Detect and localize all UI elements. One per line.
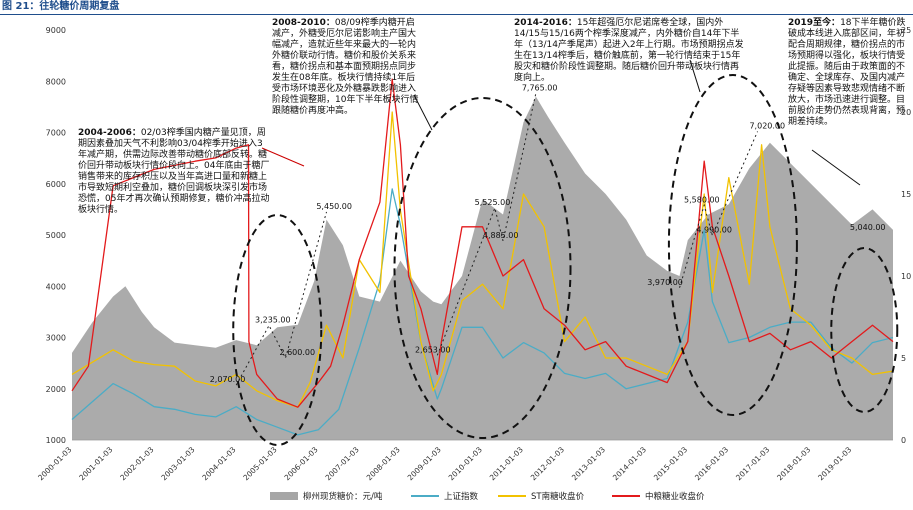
x-tick-19: 2019-01-03	[816, 445, 853, 482]
y-left-tick-1: 2000	[46, 385, 66, 394]
point-label-0: 7,765.00	[522, 83, 558, 92]
x-tick-8: 2008-01-03	[365, 445, 402, 482]
y-left-tick-5: 6000	[46, 180, 66, 189]
cycle-ellipse-2	[667, 74, 798, 416]
legend-label-0: 柳州现货糖价：元/吨	[303, 491, 383, 502]
series-line-1	[71, 188, 894, 436]
annotation-2008: 2008-2010：08/09榨季内糖开启减产，外糖受厄尔尼诺影响主产国大幅减产…	[272, 18, 422, 117]
y-right-tick-0: 0	[901, 436, 906, 445]
legend-label-1: 上证指数	[444, 491, 479, 502]
x-tick-0: 2000-01-03	[36, 445, 73, 482]
annotation-2019-text: 18下半年糖价跌破成本线进入底部区间，年初配合周期规律，糖价拐点的市场预期得以强…	[788, 18, 906, 127]
x-tick-16: 2016-01-03	[693, 445, 730, 482]
x-tick-15: 2015-01-03	[652, 445, 689, 482]
x-tick-7: 2007-01-03	[324, 445, 361, 482]
x-tick-6: 2006-01-03	[283, 445, 320, 482]
y-left-tick-4: 5000	[46, 231, 66, 240]
annotation-2008-head: 2008-2010：	[272, 18, 335, 28]
x-tick-18: 2018-01-03	[775, 445, 812, 482]
y-left-tick-0: 1000	[46, 436, 66, 445]
x-tick-1: 2001-01-03	[77, 445, 114, 482]
y-left-tick-3: 4000	[46, 282, 66, 291]
pointer-2019	[811, 149, 861, 186]
y-left-tick-7: 8000	[46, 77, 66, 86]
point-label-11: 2,070.00	[210, 375, 246, 384]
pointer-2008	[413, 94, 433, 131]
y-right-tick-2: 10	[901, 272, 911, 281]
y-left-tick-8: 9000	[46, 26, 66, 35]
annotation-2014: 2014-2016：15年超强厄尔尼诺席卷全球，国内外14/15与15/16两个…	[514, 18, 744, 84]
cycle-ellipse-3	[830, 247, 899, 413]
point-label-3: 5,525.00	[475, 198, 511, 207]
y-left-tick-6: 7000	[46, 129, 66, 138]
annotation-2014-text: 15年超强厄尔尼诺席卷全球，国内外14/15与15/16两个榨季深度减产，内外糖…	[514, 18, 744, 83]
y-right-tick-4: 20	[901, 108, 911, 117]
point-label-5: 4,885.00	[483, 231, 519, 240]
x-tick-12: 2012-01-03	[529, 445, 566, 482]
cycle-ellipse-1	[393, 97, 572, 439]
legend-label-2: ST南糖收盘价	[531, 491, 585, 502]
y-left-tick-2: 3000	[46, 334, 66, 343]
x-tick-9: 2009-01-03	[406, 445, 443, 482]
series-area-0	[72, 96, 893, 440]
point-label-9: 3,235.00	[255, 315, 291, 324]
annotation-2004: 2004-2006：02/03榨季国内糖产量见顶，周期因素叠加天气不利影响03/…	[78, 128, 270, 216]
point-label-6: 4,990.00	[696, 226, 732, 235]
pointer-2004	[261, 147, 305, 167]
annotation-2014-head: 2014-2016：	[514, 18, 577, 28]
point-label-1: 7,020.00	[749, 121, 785, 130]
x-tick-5: 2005-01-03	[241, 445, 278, 482]
annotation-2004-head: 2004-2006：	[78, 128, 141, 138]
point-label-4: 5,580.00	[684, 195, 720, 204]
pointer-2014	[689, 59, 701, 93]
annotation-2008-text: 08/09榨季内糖开启减产，外糖受厄尔尼诺影响主产国大幅减产，造就近些年来最大的…	[272, 18, 419, 116]
annotation-2019: 2019至今：18下半年糖价跌破成本线进入底部区间，年初配合周期规律，糖价拐点的…	[788, 18, 906, 128]
y-right-tick-3: 15	[901, 190, 911, 199]
x-tick-3: 2003-01-03	[159, 445, 196, 482]
legend-label-3: 中粮糖业收盘价	[645, 491, 705, 502]
point-label-7: 5,040.00	[850, 223, 886, 232]
point-label-12: 2,653.00	[415, 345, 451, 354]
x-tick-14: 2014-01-03	[611, 445, 648, 482]
trend-2004	[235, 211, 327, 386]
x-tick-17: 2017-01-03	[734, 445, 771, 482]
annotation-2019-head: 2019至今：	[788, 18, 841, 28]
trend-2014	[679, 131, 758, 288]
x-tick-4: 2004-01-03	[200, 445, 237, 482]
cycle-ellipse-0	[232, 214, 323, 446]
series-line-2	[71, 111, 894, 408]
y-right-tick-1: 5	[901, 354, 906, 363]
legend-swatch-0	[270, 492, 298, 500]
point-label-8: 3,970.00	[647, 278, 683, 287]
point-label-10: 2,600.00	[279, 348, 315, 357]
x-tick-10: 2010-01-03	[447, 445, 484, 482]
y-right-tick-5: 25	[901, 26, 911, 35]
x-tick-2: 2002-01-03	[118, 445, 155, 482]
figure-title: 图 21：往轮糖价周期复盘	[0, 0, 913, 15]
annotation-2004-text: 02/03榨季国内糖产量见顶，周期因素叠加天气不利影响03/04榨季开始进入3年…	[78, 128, 270, 215]
x-tick-11: 2011-01-03	[488, 445, 525, 482]
point-label-2: 5,450.00	[316, 202, 352, 211]
x-tick-13: 2013-01-03	[570, 445, 607, 482]
